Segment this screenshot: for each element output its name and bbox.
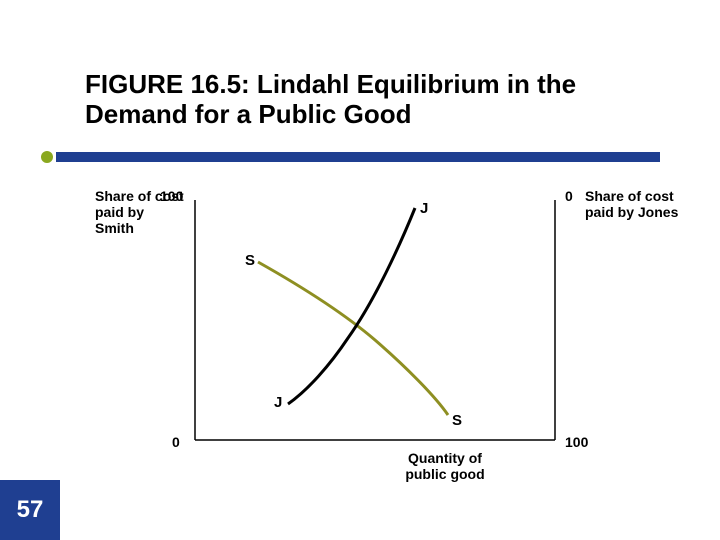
y-right-top-tick: 0: [565, 188, 573, 204]
y-left-bottom-tick: 0: [172, 434, 180, 450]
y-right-bottom-tick: 100: [565, 434, 588, 450]
title-underline: [40, 150, 660, 164]
curve-s-label-bottom: S: [452, 412, 462, 429]
curve-j: [288, 208, 415, 404]
y-left-top-tick: 100: [160, 188, 183, 204]
x-axis-label: Quantity of public good: [395, 450, 495, 482]
bullet-icon: [41, 151, 53, 163]
page-number: 57: [0, 480, 60, 540]
figure-title: FIGURE 16.5: Lindahl Equilibrium in the …: [85, 70, 680, 130]
curve-j-label-bottom: J: [274, 394, 282, 411]
lindahl-chart: Share of cost paid by Smith 100 0 0 Shar…: [190, 190, 560, 455]
y-right-label: Share of cost paid by Jones: [585, 188, 685, 220]
curve-j-label-top: J: [420, 200, 428, 217]
curve-s-label-top: S: [245, 252, 255, 269]
curve-s: [258, 262, 448, 415]
